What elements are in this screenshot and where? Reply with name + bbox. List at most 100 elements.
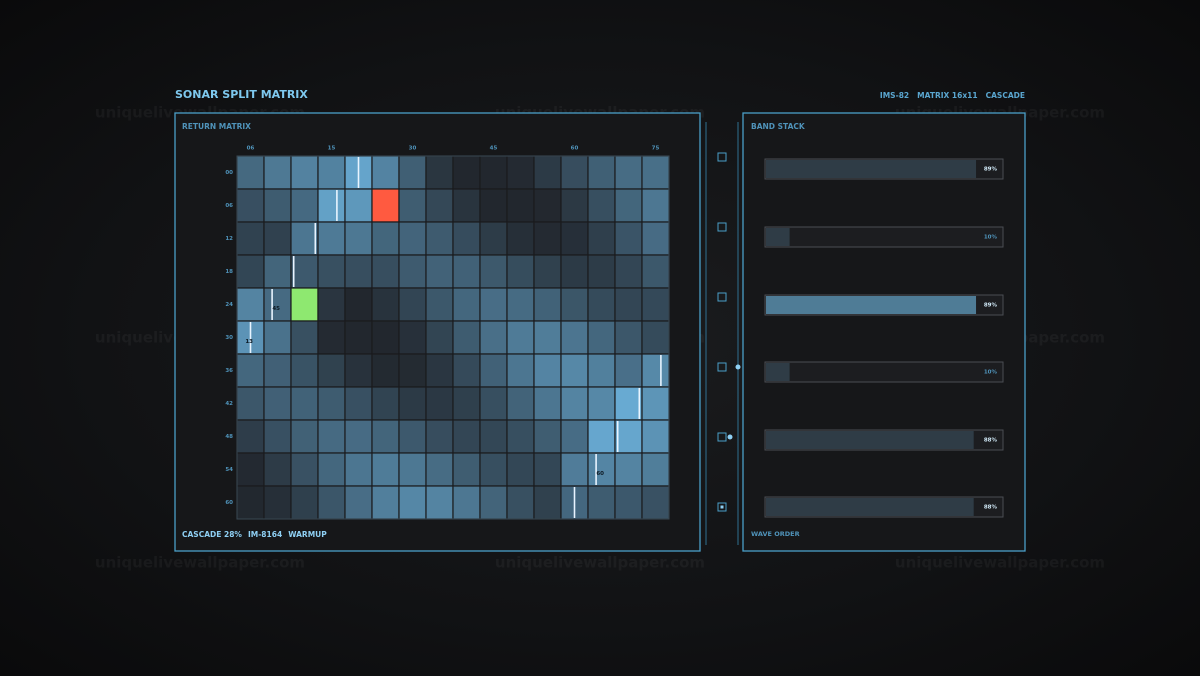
matrix-cell	[560, 254, 589, 289]
matrix-cell	[452, 254, 481, 289]
matrix-cell	[398, 254, 427, 289]
row-label: 54	[225, 467, 233, 473]
matrix-cell	[533, 254, 562, 289]
bar	[766, 228, 790, 246]
matrix-cell	[263, 452, 292, 487]
cell-label: 13	[245, 339, 253, 345]
row-label: 48	[225, 434, 233, 440]
matrix-cell	[263, 155, 292, 190]
matrix-cell	[506, 419, 535, 454]
bar-track	[764, 226, 1004, 248]
matrix-cell	[317, 287, 346, 322]
matrix-grid: 00 06 12 18 24 30 36 42 48 54 60 06 15 30 45 60 75 45 13 60	[225, 146, 670, 520]
matrix-cell	[479, 485, 508, 520]
matrix-cell	[452, 353, 481, 388]
matrix-cell	[236, 287, 265, 322]
row-label: 12	[225, 236, 233, 242]
matrix-cell	[587, 320, 616, 355]
matrix-cell	[587, 386, 616, 421]
matrix-cell	[371, 287, 400, 322]
matrix-cell	[290, 254, 319, 289]
matrix-cell	[614, 221, 643, 256]
matrix-cell	[317, 155, 346, 190]
matrix-cell	[533, 386, 562, 421]
matrix-cell	[506, 254, 535, 289]
matrix-cell	[479, 188, 508, 223]
matrix-cell	[425, 188, 454, 223]
matrix-cell	[317, 320, 346, 355]
matrix-cell	[614, 254, 643, 289]
matrix-cell	[452, 419, 481, 454]
matrix-cell	[614, 419, 643, 454]
matrix-cell	[641, 485, 670, 520]
matrix-cell	[236, 188, 265, 223]
matrix-cell	[371, 221, 400, 256]
column-label: 60	[571, 146, 579, 152]
marker	[717, 362, 727, 372]
matrix-cell	[371, 320, 400, 355]
header-meta: MATRIX 16x11	[917, 91, 977, 100]
matrix-cell	[614, 353, 643, 388]
matrix-cell	[425, 452, 454, 487]
matrix-cell	[263, 221, 292, 256]
matrix-cell	[506, 353, 535, 388]
matrix-cell	[344, 287, 373, 322]
matrix-cell	[398, 155, 427, 190]
bar	[766, 296, 977, 314]
matrix-cell	[560, 353, 589, 388]
matrix-cell	[560, 188, 589, 223]
watermark: uniquelivewallpaper.com	[495, 554, 705, 572]
matrix-cell	[506, 188, 535, 223]
matrix-cell	[587, 221, 616, 256]
matrix-cell	[479, 386, 508, 421]
matrix-cell	[533, 485, 562, 520]
matrix-cell	[236, 386, 265, 421]
matrix-cell	[452, 188, 481, 223]
matrix-cell	[452, 320, 481, 355]
bar-label: 10%	[984, 370, 998, 376]
matrix-cell	[371, 452, 400, 487]
matrix-cell	[371, 155, 400, 190]
matrix-cell	[236, 254, 265, 289]
matrix-cell	[587, 287, 616, 322]
matrix-cell	[344, 188, 373, 223]
matrix-cell	[479, 287, 508, 322]
marker	[717, 432, 727, 442]
matrix-cell	[263, 188, 292, 223]
matrix-cell	[398, 419, 427, 454]
matrix-cell	[344, 320, 373, 355]
matrix-cell	[290, 485, 319, 520]
matrix-cell	[236, 419, 265, 454]
matrix-cell	[290, 452, 319, 487]
matrix-cell	[614, 155, 643, 190]
matrix-cell	[317, 353, 346, 388]
matrix-cell	[479, 419, 508, 454]
grid-frame	[236, 155, 670, 520]
matrix-cell	[641, 221, 670, 256]
matrix-cell	[614, 452, 643, 487]
matrix-cell	[479, 254, 508, 289]
cell-label: 60	[596, 471, 604, 477]
matrix-cell	[587, 419, 616, 454]
matrix-cell	[614, 287, 643, 322]
matrix-cell	[344, 353, 373, 388]
matrix-cell	[587, 188, 616, 223]
matrix-cell	[533, 287, 562, 322]
matrix-cell	[425, 485, 454, 520]
matrix-cell	[236, 485, 265, 520]
matrix-cell	[560, 452, 589, 487]
matrix-cell	[290, 320, 319, 355]
marker-fill	[720, 505, 724, 509]
matrix-cell	[614, 386, 643, 421]
matrix-cell	[263, 254, 292, 289]
matrix-cell	[452, 221, 481, 256]
matrix-cell	[614, 188, 643, 223]
matrix-cell	[317, 485, 346, 520]
header-meta: IMS-82	[880, 91, 909, 100]
matrix-cell	[317, 452, 346, 487]
matrix-cell	[236, 155, 265, 190]
panel-title: RETURN MATRIX	[182, 122, 251, 131]
matrix-cell	[317, 419, 346, 454]
matrix-cell	[317, 221, 346, 256]
